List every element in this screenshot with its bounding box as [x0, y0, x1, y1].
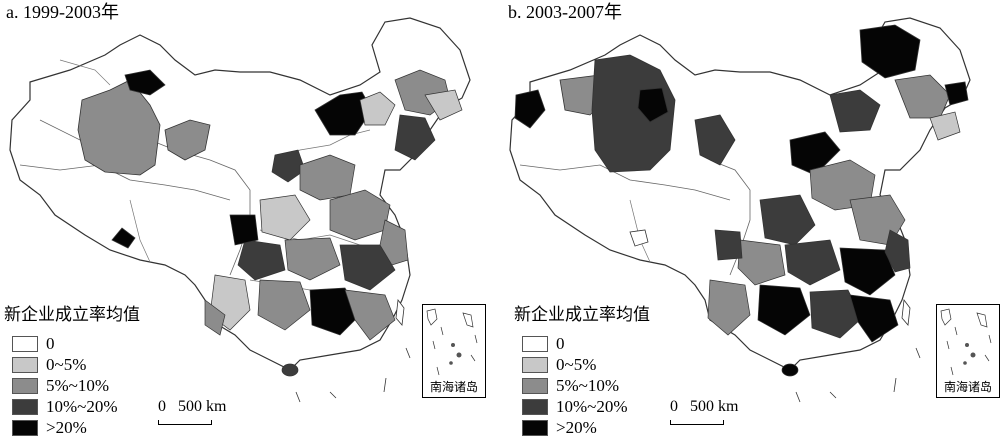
region-ne-light-a [359, 91, 396, 126]
legend-item-3: 10%~20% [4, 396, 140, 417]
taiwan-island-b [901, 298, 911, 326]
legend-swatch [12, 419, 38, 436]
scale-line-a [158, 420, 212, 425]
region-south1-a [257, 279, 311, 331]
region-xinjiang-b [591, 54, 676, 173]
region-south2-a [309, 287, 361, 336]
region-ne-dark-b [829, 89, 881, 133]
region-xj-black-b [637, 87, 669, 123]
legend-swatch [12, 335, 38, 352]
legend-swatch [12, 356, 38, 373]
legend-swatch [522, 335, 548, 352]
legend-a: 新企业成立率均值 0 0~5% 5%~10% 10%~20% >20% [4, 300, 140, 438]
legend-swatch [522, 419, 548, 436]
legend-item-2: 5%~10% [4, 375, 140, 396]
inset-map-a [426, 308, 478, 376]
legend-item-1: 0~5% [4, 354, 140, 375]
region-coast1-a [379, 219, 409, 266]
hainan-island-a [281, 363, 299, 377]
region-tibet-spot-b [629, 229, 649, 247]
legend-swatch [522, 356, 548, 373]
legend-item-0: 0 [514, 333, 650, 354]
legend-label: 10%~20% [556, 396, 628, 416]
region-central3-b [759, 194, 816, 246]
region-central5-a [284, 237, 341, 281]
region-ne-black2-b [944, 81, 969, 106]
region-tibet-spot-a [111, 227, 136, 249]
region-southwest-b [707, 279, 751, 336]
region-xinjiang-a [77, 79, 161, 176]
region-central6-b [839, 247, 896, 296]
region-central5-b [784, 239, 841, 286]
region-gansu-a [164, 119, 211, 161]
region-north-xj-a [124, 69, 166, 96]
legend-item-1: 0~5% [514, 354, 650, 375]
region-ningxia-a [271, 149, 306, 183]
legend-swatch [522, 377, 548, 394]
region-sw2-a [204, 299, 226, 336]
region-south3-b [849, 294, 899, 343]
region-gansu-b [694, 114, 736, 166]
panel-b-title: b. 2003-2007年 [508, 2, 622, 22]
region-ne-light-b [929, 111, 961, 141]
region-south1-b [757, 284, 811, 336]
map-panel-b: b. 2003-2007年 [500, 0, 1000, 437]
scale-bar-b: 0 500 km [670, 398, 739, 425]
legend-b: 新企业成立率均值 0 0~5% 5%~10% 10%~20% >20% [514, 300, 650, 438]
legend-label: 0~5% [556, 354, 597, 374]
legend-label: 5%~10% [46, 375, 110, 395]
legend-swatch [522, 398, 548, 415]
scale-label-a: 0 500 km [158, 398, 227, 415]
inset-label-b: 南海诸岛 [943, 380, 992, 394]
scale-bar-a: 0 500 km [158, 398, 227, 425]
hainan-island-b [781, 363, 799, 377]
map-panel-a: a. 1999-2003年 [0, 0, 500, 437]
region-ne-light2-a [424, 89, 463, 121]
legend-item-2: 5%~10% [514, 375, 650, 396]
taiwan-island-a [395, 298, 405, 326]
region-far-west-b [514, 89, 546, 129]
panel-a-title: a. 1999-2003年 [6, 2, 119, 22]
scale-line-b [670, 420, 724, 425]
legend-label: 0 [46, 333, 55, 353]
region-ne-black-b [859, 24, 921, 79]
region-south2-b [809, 289, 863, 339]
legend-label: 0~5% [46, 354, 87, 374]
legend-label: >20% [556, 417, 597, 437]
south-china-sea-inset-b: 南海诸岛 [936, 304, 1000, 398]
legend-title-a: 新企业成立率均值 [4, 305, 140, 325]
inset-map-b [940, 308, 992, 376]
legend-item-3: 10%~20% [514, 396, 650, 417]
region-ne-mid2-a [394, 114, 436, 161]
legend-label: >20% [46, 417, 87, 437]
legend-item-0: 0 [4, 333, 140, 354]
region-central6-a [339, 244, 396, 291]
legend-label: 5%~10% [556, 375, 620, 395]
region-central4-a [237, 239, 286, 281]
legend-title-b: 新企业成立率均值 [514, 305, 650, 325]
china-map-a [9, 17, 471, 403]
inset-label-a: 南海诸岛 [429, 380, 478, 394]
scale-label-b: 0 500 km [670, 398, 739, 415]
legend-swatch [12, 398, 38, 415]
region-central4-b [737, 239, 786, 286]
region-north-black-b [789, 131, 841, 176]
region-south3-a [344, 289, 396, 341]
region-sichuan-a [229, 214, 259, 246]
south-china-sea-inset-a: 南海诸岛 [422, 304, 486, 398]
legend-label: 0 [556, 333, 565, 353]
region-central3-a [259, 194, 311, 241]
legend-swatch [12, 377, 38, 394]
legend-label: 10%~20% [46, 396, 118, 416]
china-map-b [509, 17, 971, 403]
region-coast-b [884, 229, 911, 273]
region-ne-mid-b [894, 74, 951, 119]
legend-item-4: >20% [514, 417, 650, 438]
region-sw2-b [714, 229, 743, 261]
legend-item-4: >20% [4, 417, 140, 438]
